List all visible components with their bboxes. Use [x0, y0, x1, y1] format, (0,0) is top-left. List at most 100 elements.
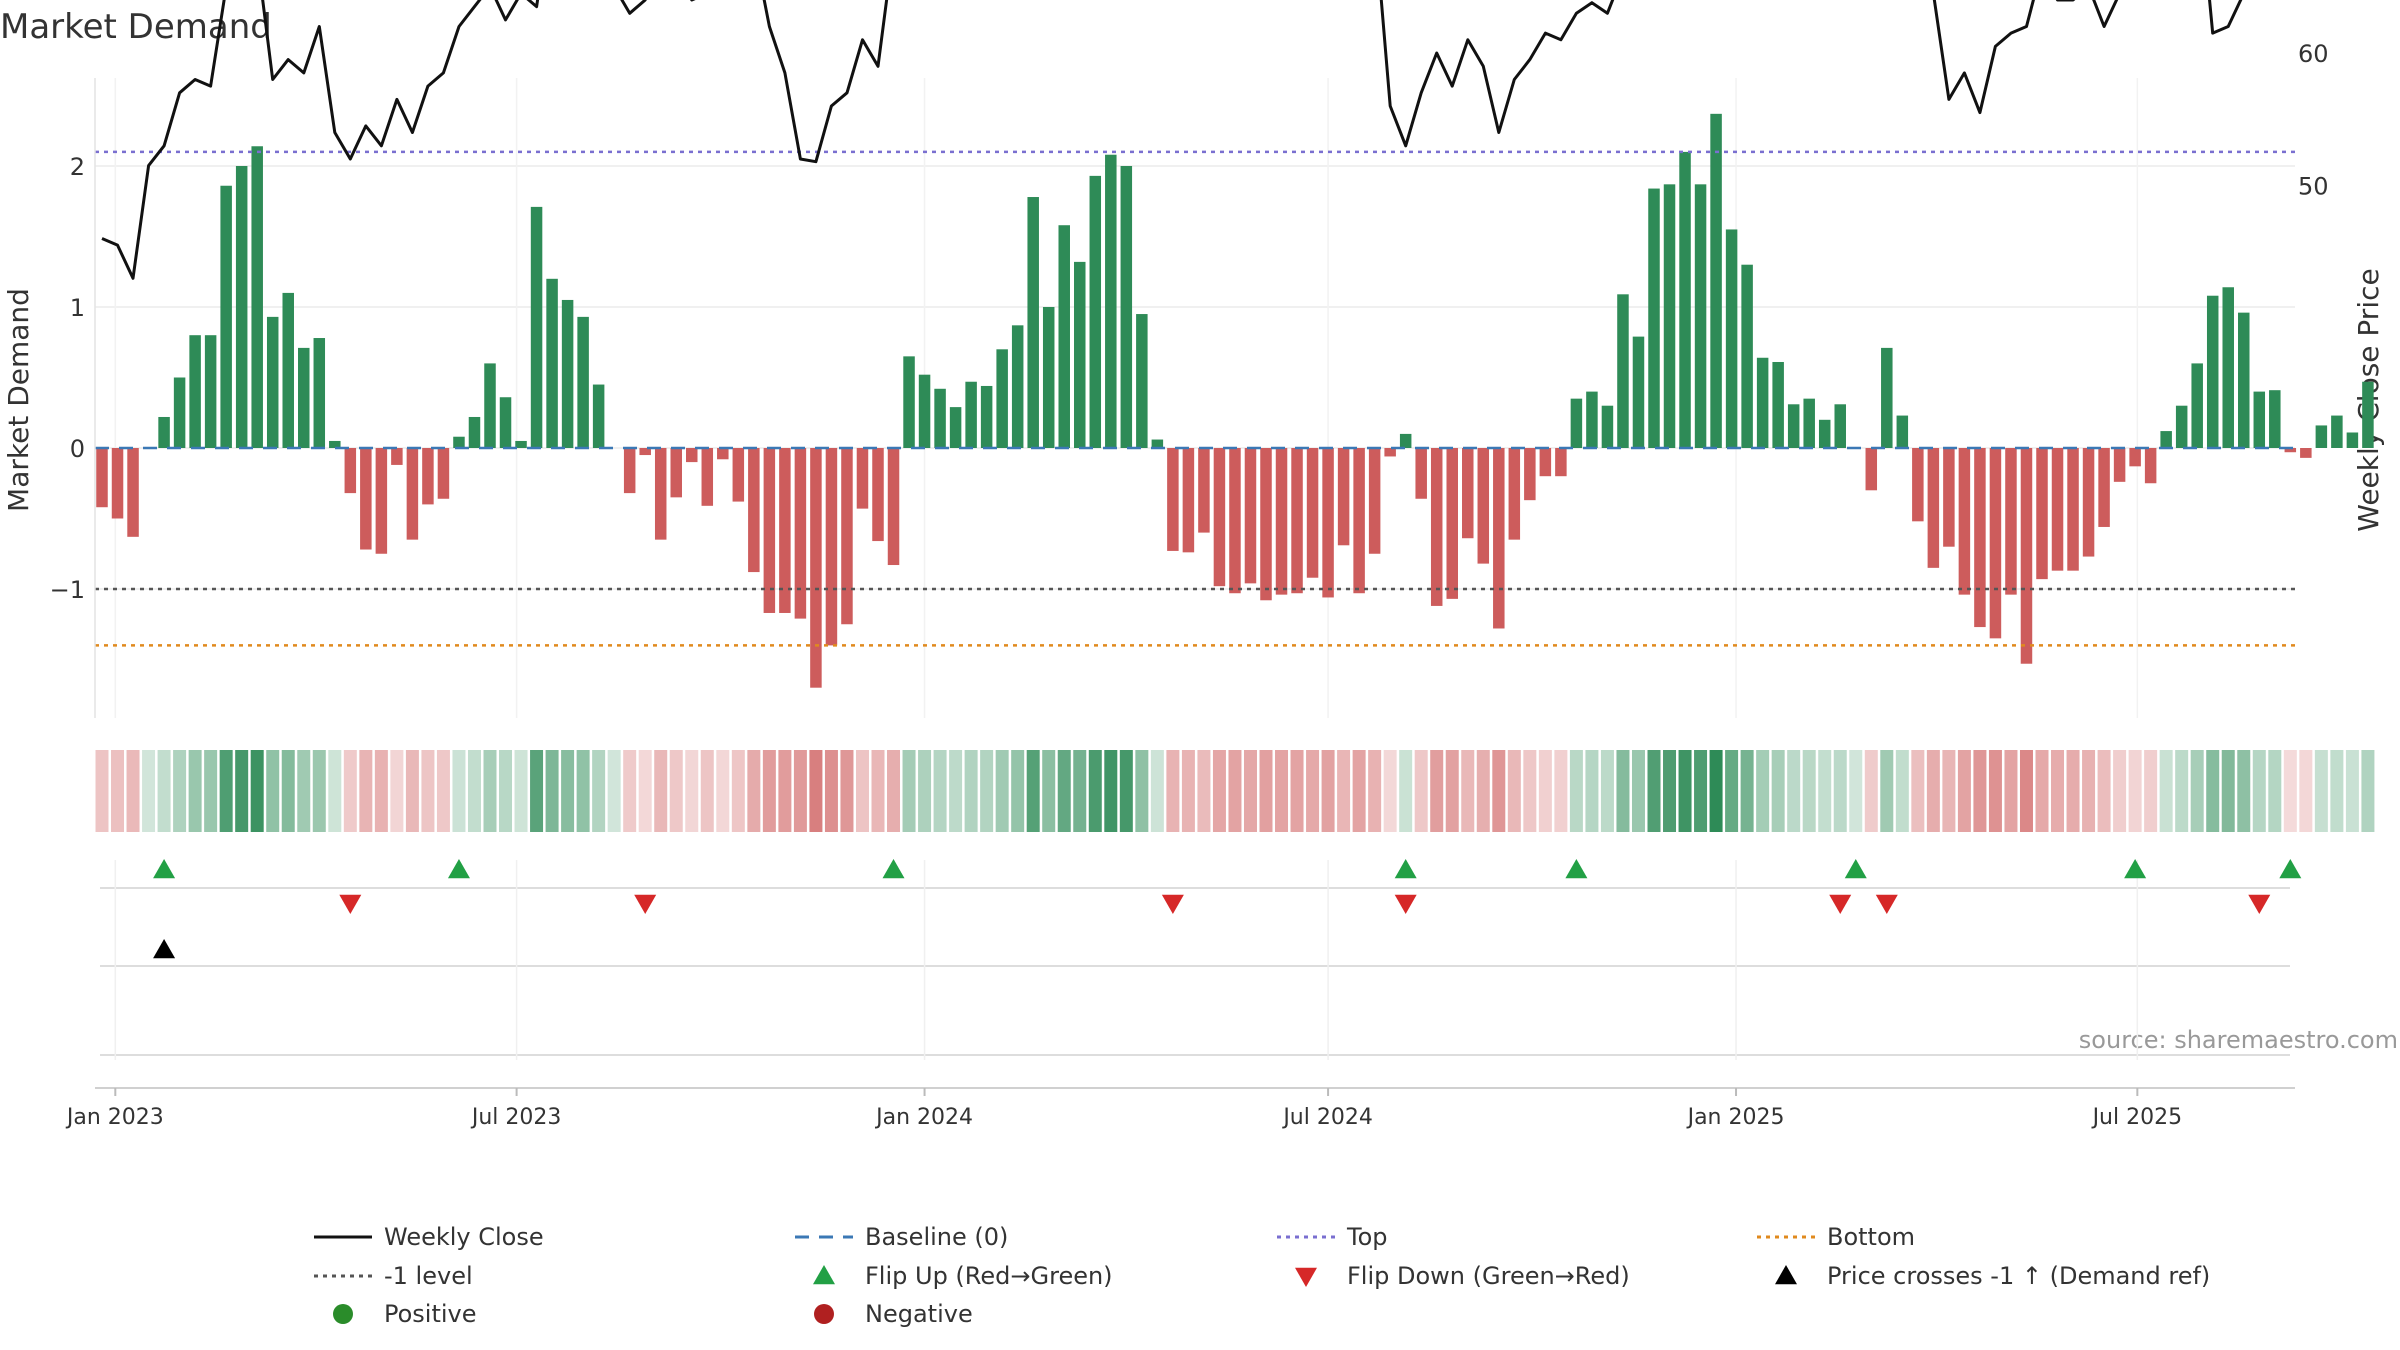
legend-label: Bottom — [1827, 1223, 1915, 1251]
legend-label: Flip Down (Green→Red) — [1347, 1262, 1630, 1290]
demand-strip-cell — [359, 750, 373, 832]
demand-strip-cell — [1181, 750, 1195, 832]
demand-bar — [1074, 261, 1086, 448]
demand-bar — [266, 316, 279, 448]
demand-strip-cell — [2051, 750, 2065, 832]
demand-bar — [1337, 448, 1350, 546]
legend-item: Top — [1277, 1223, 1388, 1251]
demand-bar — [1524, 448, 1536, 501]
demand-strip-cell — [855, 750, 869, 832]
demand-strip-cell — [204, 750, 218, 832]
demand-strip-cell — [281, 750, 295, 832]
demand-strip-cell — [2113, 750, 2127, 832]
flip-up-marker — [2279, 859, 2302, 879]
y-left-tick-label: −1 — [50, 576, 85, 604]
demand-bar — [1539, 448, 1552, 477]
legend-label: Positive — [384, 1300, 477, 1328]
y-axis-left-label: Market Demand — [2, 288, 35, 512]
demand-strip-cell — [933, 750, 947, 832]
y-right-tick-label: 60 — [2298, 40, 2329, 68]
legend-label: Top — [1346, 1223, 1388, 1251]
demand-bar — [2269, 390, 2281, 448]
reference-lines — [95, 150, 2295, 647]
demand-strip-cell — [1787, 750, 1801, 832]
demand-strip-cell — [654, 750, 668, 832]
demand-strip-cell — [1414, 750, 1428, 832]
demand-bar — [1462, 448, 1474, 539]
main-grid — [95, 78, 2295, 718]
demand-strip-cell — [995, 750, 1009, 832]
demand-strip-cell — [1073, 750, 1087, 832]
demand-strip-cell — [2314, 750, 2328, 832]
demand-bar — [561, 299, 574, 448]
demand-strip-cell — [2345, 750, 2359, 832]
demand-strip-cell — [405, 750, 419, 832]
demand-bar — [1182, 448, 1195, 553]
demand-strip-cell — [576, 750, 590, 832]
demand-bar — [1586, 391, 1598, 448]
demand-bar — [546, 278, 558, 448]
demand-strip-cell — [1430, 750, 1444, 832]
demand-strip-cell — [2035, 750, 2049, 832]
demand-strip-cell — [1802, 750, 1816, 832]
demand-bar — [2144, 448, 2157, 484]
demand-bar — [1756, 357, 1769, 448]
flip-down-marker — [1875, 894, 1898, 914]
demand-bar — [639, 448, 651, 456]
legend-label: Negative — [865, 1300, 973, 1328]
demand-strip-cell — [1383, 750, 1397, 832]
demand-strip-cell — [1306, 750, 1320, 832]
demand-bar — [1741, 264, 1753, 448]
legend-item: -1 level — [314, 1262, 473, 1290]
demand-strip-cell — [1554, 750, 1568, 832]
demand-bar — [1679, 151, 1691, 448]
demand-strip-cell — [297, 750, 311, 832]
demand-strip-cell — [2299, 750, 2313, 832]
flip-up-marker — [1394, 859, 1417, 879]
flip-down-marker — [1829, 894, 1852, 914]
demand-strip-cell — [2019, 750, 2033, 832]
demand-strip-cell — [778, 750, 792, 832]
demand-bar — [779, 448, 791, 613]
demand-strip-cell — [1119, 750, 1133, 832]
demand-strip-cell — [530, 750, 544, 832]
demand-strip-cell — [1057, 750, 1071, 832]
demand-bar — [1368, 448, 1381, 554]
demand-strip-cell — [343, 750, 357, 832]
demand-strip-cell — [2330, 750, 2344, 832]
demand-bar — [1167, 448, 1179, 551]
demand-strip-cell — [1694, 750, 1708, 832]
demand-strip-cell — [1011, 750, 1025, 832]
demand-bar — [1601, 405, 1614, 448]
demand-bar — [1927, 448, 1940, 568]
demand-bar — [1322, 448, 1334, 598]
demand-bar — [2067, 448, 2079, 571]
demand-bar — [2284, 448, 2297, 453]
demand-bar — [1446, 448, 1458, 599]
demand-bar — [841, 448, 853, 625]
chart-title: Market Demand — [0, 7, 272, 47]
demand-bar — [2315, 425, 2328, 448]
demand-bar — [1989, 448, 2002, 639]
demand-bar — [530, 206, 543, 448]
demand-bar — [189, 335, 201, 448]
demand-bar — [887, 448, 900, 566]
demand-strip-cell — [638, 750, 652, 832]
demand-bar — [1198, 448, 1210, 533]
demand-bar — [329, 440, 341, 448]
demand-bar — [592, 384, 605, 448]
demand-bar — [2160, 431, 2172, 448]
flip-up-marker — [882, 859, 905, 879]
x-tick-label: Jul 2024 — [1281, 1105, 1373, 1130]
demand-bar — [375, 448, 388, 554]
demand-strip-cell — [1942, 750, 1956, 832]
demand-strip-cell — [1492, 750, 1506, 832]
legend-label: Flip Up (Red→Green) — [865, 1262, 1113, 1290]
demand-bar — [2098, 448, 2110, 527]
demand-bar — [1260, 448, 1272, 601]
demand-strip-cell — [1988, 750, 2002, 832]
flip-up-marker — [1844, 859, 1867, 879]
demand-bar — [1974, 448, 1986, 628]
demand-bar — [1306, 448, 1319, 578]
